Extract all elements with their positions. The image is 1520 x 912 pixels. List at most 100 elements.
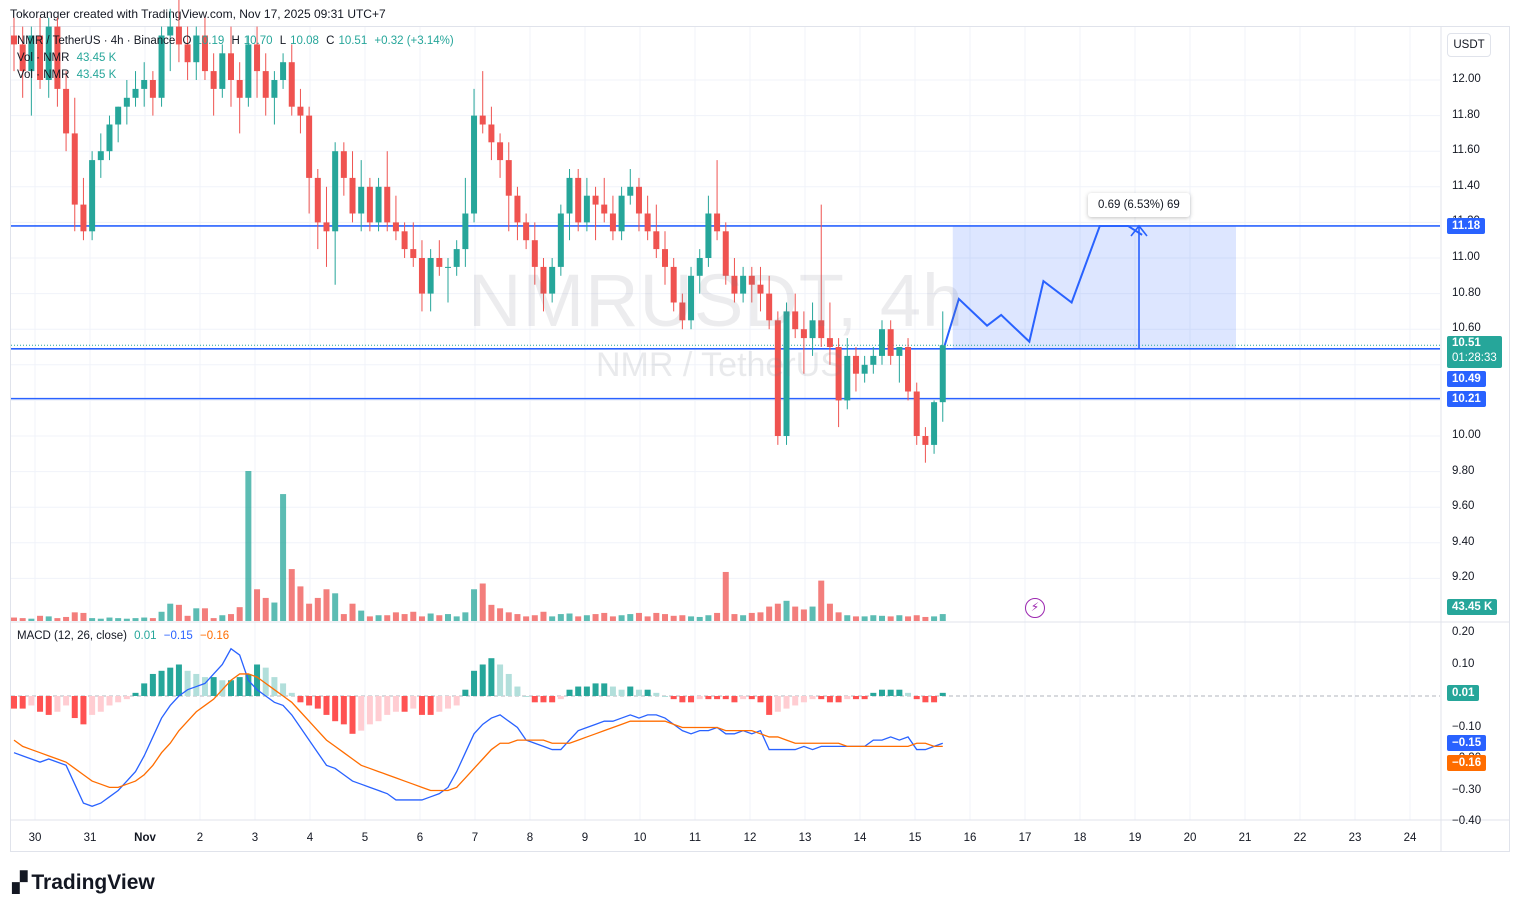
volume-bar bbox=[540, 611, 547, 621]
price-tick-label: 11.60 bbox=[1452, 144, 1480, 157]
volume-bar bbox=[228, 614, 234, 621]
macd-histogram-bar bbox=[644, 689, 651, 696]
time-tick-label: 12 bbox=[743, 832, 757, 844]
candle-body bbox=[445, 266, 451, 268]
volume-bar bbox=[436, 615, 443, 621]
candle-body bbox=[887, 329, 894, 356]
volume-bar bbox=[922, 616, 929, 621]
lightning-icon[interactable]: ⚡ bbox=[1025, 598, 1045, 618]
volume-bar bbox=[80, 612, 87, 621]
candle-body bbox=[340, 151, 347, 178]
volume-bar bbox=[774, 603, 781, 621]
macd-histogram-bar bbox=[184, 670, 191, 696]
candle-body bbox=[635, 186, 642, 214]
volume-bar bbox=[288, 569, 295, 621]
candle-countdown: 01:28:33 bbox=[1452, 352, 1497, 365]
macd-histogram-bar bbox=[566, 689, 573, 696]
candle-body bbox=[228, 53, 234, 80]
macd-legend[interactable]: MACD (12, 26, close) 0.01 −0.15 −0.16 bbox=[17, 630, 233, 642]
volume-bar bbox=[497, 608, 504, 621]
volume-bar bbox=[601, 612, 608, 621]
candle-body bbox=[670, 266, 677, 303]
macd-histogram-bar bbox=[28, 696, 35, 706]
candle-body bbox=[488, 124, 495, 143]
macd-histogram-bar bbox=[800, 696, 807, 703]
volume-bar bbox=[783, 600, 790, 621]
macd-histogram-bar bbox=[366, 696, 373, 725]
price-label-pill: 10.51 01:28:33 bbox=[1447, 336, 1502, 369]
macd-label: MACD (12, 26, close) bbox=[17, 630, 127, 642]
candle-body bbox=[11, 35, 17, 45]
volume-bar bbox=[149, 618, 156, 621]
volume-bar bbox=[375, 615, 382, 621]
macd-histogram-bar bbox=[601, 683, 608, 696]
volume-label: Vol · NMR bbox=[17, 69, 70, 81]
macd-histogram-bar bbox=[323, 696, 330, 715]
candle-body bbox=[410, 249, 417, 258]
candle-body bbox=[557, 213, 564, 267]
symbol-line[interactable]: NMR / TetherUS · 4h · Binance bbox=[17, 35, 176, 47]
time-tick-label: 18 bbox=[1073, 832, 1087, 844]
macd-histogram-bar bbox=[618, 689, 625, 696]
candle-body bbox=[392, 222, 399, 232]
candle-body bbox=[288, 62, 295, 107]
price-label-pill: 10.49 bbox=[1447, 370, 1486, 387]
candle-body bbox=[583, 195, 590, 223]
volume-legend-1[interactable]: Vol · NMR 43.45 K bbox=[17, 52, 120, 64]
macd-histogram-bar bbox=[722, 696, 729, 700]
time-tick-label: 10 bbox=[633, 832, 647, 844]
candle-body bbox=[497, 142, 504, 161]
candle-body bbox=[401, 231, 408, 250]
volume-bar bbox=[210, 618, 217, 621]
candle-body bbox=[332, 151, 339, 232]
macd-histogram-bar bbox=[11, 696, 17, 709]
volume-bar bbox=[913, 615, 920, 621]
macd-histogram-bar bbox=[97, 696, 104, 712]
time-tick-label: 4 bbox=[306, 832, 314, 844]
volume-bar bbox=[401, 614, 408, 621]
volume-bar bbox=[271, 602, 278, 621]
macd-histogram-bar bbox=[609, 686, 616, 696]
volume-legend-2[interactable]: Vol · NMR 43.45 K bbox=[17, 69, 120, 81]
price-tick-label: 10.80 bbox=[1452, 286, 1481, 299]
macd-hist-value: 0.01 bbox=[134, 630, 157, 642]
candle-body bbox=[540, 266, 547, 294]
candle-body bbox=[766, 293, 773, 321]
macd-histogram-bar bbox=[89, 696, 96, 715]
volume-bar bbox=[479, 583, 486, 621]
macd-histogram-bar bbox=[149, 673, 156, 696]
volume-bar bbox=[201, 608, 208, 621]
candle-body bbox=[219, 53, 226, 89]
candle-body bbox=[418, 258, 425, 294]
close-value: 10.51 bbox=[338, 35, 368, 47]
macd-histogram-bar bbox=[358, 696, 365, 731]
symbol-legend[interactable]: NMR / TetherUS · 4h · Binance O 10.19 H 10… bbox=[17, 35, 458, 47]
time-tick-label: 7 bbox=[471, 832, 479, 844]
close-label: C bbox=[326, 35, 335, 47]
candle-body bbox=[835, 347, 842, 401]
volume-bar bbox=[254, 589, 261, 621]
candle-body bbox=[141, 80, 148, 89]
macd-histogram-bar bbox=[505, 673, 512, 696]
volume-value: 43.45 K bbox=[76, 69, 117, 81]
volume-bar bbox=[835, 612, 842, 621]
candle-body bbox=[662, 249, 668, 267]
macd-histogram-bar bbox=[896, 689, 903, 696]
currency-button[interactable]: USDT bbox=[1447, 33, 1491, 57]
volume-bar bbox=[132, 618, 139, 621]
candle-body bbox=[375, 186, 382, 223]
candle-body bbox=[523, 222, 530, 241]
time-tick-label: 22 bbox=[1293, 832, 1307, 844]
volume-bar bbox=[635, 612, 642, 621]
volume-value: 43.45 K bbox=[76, 52, 117, 64]
tradingview-logo[interactable]: ▞ TradingView bbox=[12, 870, 155, 895]
volume-bar bbox=[531, 615, 538, 621]
macd-histogram-bar bbox=[306, 696, 313, 706]
macd-histogram-bar bbox=[71, 696, 78, 719]
volume-bar bbox=[123, 618, 130, 621]
candle-body bbox=[566, 177, 573, 214]
macd-histogram-bar bbox=[844, 696, 851, 700]
macd-histogram-bar bbox=[392, 696, 399, 712]
macd-histogram-bar bbox=[670, 696, 677, 700]
